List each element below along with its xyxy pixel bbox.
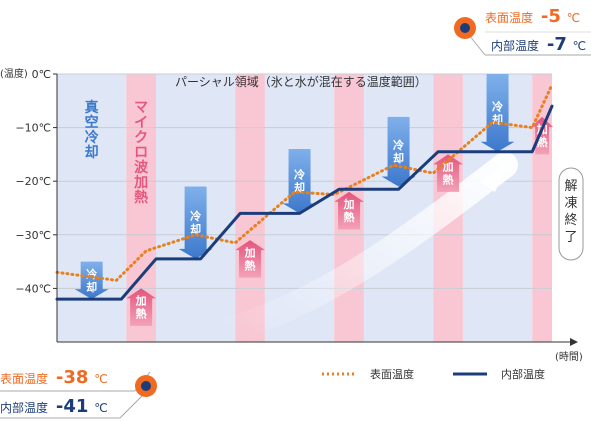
phase-arrow-label-8-1: 却 — [492, 112, 503, 126]
y-tick-label-2: −20℃ — [15, 175, 51, 188]
x-axis-label: (時間) — [555, 351, 583, 363]
final-internal-unit: ℃ — [573, 39, 586, 53]
y-tick-label-4: −40℃ — [15, 282, 51, 295]
phase-title-char-0-2: 冷 — [85, 129, 99, 146]
thaw-complete-text: 解凍終了 — [564, 179, 577, 245]
phase-arrow-label-8-0: 冷 — [492, 99, 503, 113]
final-internal-label: 内部温度 — [491, 38, 539, 53]
phase-title-char-1-1: イ — [134, 115, 148, 131]
phase-arrow-label-5-1: 熱 — [344, 210, 355, 224]
y-tick-label-0: 0℃ — [32, 68, 51, 81]
initial-temperature-callout: 表面温度 -38 ℃ 内部温度 -41 ℃ — [0, 367, 157, 419]
initial-internal-unit: ℃ — [94, 401, 107, 415]
thaw-complete-char-3: 了 — [564, 230, 577, 245]
cooling-arrow-0: 冷却 — [74, 261, 109, 300]
surface-temperature-line — [55, 83, 554, 282]
phase-arrow-label-9-1: 熱 — [537, 135, 548, 149]
x-axis-arrowhead — [570, 338, 578, 346]
legend-internal-label: 内部温度 — [501, 367, 545, 381]
cooling-arrow-2: 冷却 — [178, 186, 213, 259]
phase-arrow-label-6-1: 却 — [393, 151, 404, 165]
initial-surface-value: -38 — [56, 367, 89, 388]
thaw-complete-char-2: 終 — [564, 212, 577, 228]
phase-title-char-0-1: 空 — [85, 114, 99, 131]
phase-arrow-label-1-1: 熱 — [136, 307, 147, 321]
svg-text:内部温度 -41 ℃: 内部温度 -41 ℃ — [0, 396, 108, 417]
phase-title-char-1-2: ク — [134, 130, 148, 146]
heating-arrow-5: 加熱 — [334, 191, 365, 230]
cooling-phase-band-6 — [363, 74, 434, 342]
phase-arrow-label-5-0: 加 — [343, 197, 355, 211]
initial-internal-value: -41 — [56, 396, 89, 417]
final-surface-label: 表面温度 — [485, 10, 533, 25]
cooling-arrow-8: 冷却 — [480, 74, 515, 152]
phase-title-char-1-6: 熱 — [134, 189, 148, 206]
legend-surface-label: 表面温度 — [370, 367, 414, 381]
phase-title-char-1-3: ロ — [134, 145, 148, 161]
heating-arrow-3: 加熱 — [235, 240, 266, 278]
phase-arrow-label-6-0: 冷 — [393, 138, 404, 152]
phase-arrow-label-4-1: 却 — [294, 181, 305, 195]
y-axis-label: (温度) — [0, 67, 28, 80]
initial-internal-label: 内部温度 — [0, 400, 48, 415]
y-tick-label-1: −10℃ — [15, 122, 51, 135]
svg-text:表面温度 -38 ℃: 表面温度 -38 ℃ — [0, 367, 108, 388]
legend: 表面温度 内部温度 — [322, 367, 545, 381]
partial-zone-label: パーシャル領域（氷と水が混在する温度範囲） — [175, 74, 427, 89]
phase-arrow-label-2-0: 冷 — [190, 209, 201, 223]
cooling-arrow-6: 冷却 — [381, 116, 416, 187]
phase-arrow-label-2-1: 却 — [190, 222, 201, 236]
heating-phase-band-3 — [235, 74, 265, 342]
internal-temperature-line — [55, 104, 554, 301]
heating-arrow-7: 加熱 — [433, 154, 464, 192]
phase-arrow-label-3-0: 加 — [244, 245, 256, 259]
phase-arrow-label-7-1: 熱 — [443, 173, 454, 187]
final-surface-value: -5 — [541, 6, 561, 27]
phase-arrow-label-1-0: 加 — [135, 294, 147, 308]
phase-title-char-0-0: 真 — [85, 99, 99, 116]
initial-surface-unit: ℃ — [94, 372, 107, 386]
thaw-complete-label: 解凍終了 — [558, 167, 584, 261]
thaw-complete-char-1: 凍 — [564, 195, 577, 211]
phase-title-char-0-3: 却 — [85, 144, 99, 161]
final-surface-unit: ℃ — [567, 11, 580, 25]
phase-arrow-label-0-0: 冷 — [86, 267, 97, 281]
y-tick-label-3: −30℃ — [15, 229, 51, 242]
series-layer — [55, 83, 554, 301]
phase-arrow-label-4-0: 冷 — [294, 168, 305, 182]
cooling-arrow-4: 冷却 — [282, 149, 317, 214]
svg-text:内部温度 -7 ℃: 内部温度 -7 ℃ — [491, 34, 586, 55]
phase-arrow-label-3-1: 熱 — [245, 258, 256, 272]
phase-title-char-1-4: 波 — [134, 159, 149, 176]
heating-arrow-1: 加熱 — [126, 288, 157, 326]
final-internal-value: -7 — [547, 34, 567, 55]
initial-surface-label: 表面温度 — [0, 371, 48, 386]
svg-text:表面温度 -5 ℃: 表面温度 -5 ℃ — [485, 6, 580, 27]
phase-arrow-label-0-1: 却 — [86, 280, 97, 294]
final-temperature-callout: 表面温度 -5 ℃ 内部温度 -7 ℃ — [454, 6, 591, 56]
phase-title-char-1-0: マ — [134, 100, 148, 116]
phase-title-char-1-5: 加 — [133, 175, 148, 191]
thaw-complete-char-0: 解 — [564, 179, 577, 194]
decorative-sweep-arrow — [217, 152, 518, 343]
